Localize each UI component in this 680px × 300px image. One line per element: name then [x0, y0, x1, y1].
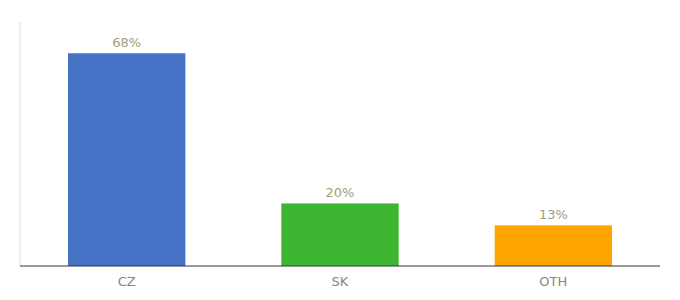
data-label: 20%	[326, 185, 355, 200]
bar	[495, 225, 612, 266]
page: {"chart_data": {"type": "bar", "categori…	[0, 0, 680, 300]
chart-container: 68% 20% 13% CZ SK OTH	[0, 0, 680, 300]
bars	[68, 53, 612, 266]
x-axis-line	[20, 266, 660, 267]
data-labels: 68% 20% 13%	[112, 35, 568, 222]
data-label: 68%	[112, 35, 141, 50]
y-axis-line	[20, 22, 21, 266]
bar	[281, 203, 398, 266]
x-tick-label: CZ	[118, 274, 136, 289]
bar	[68, 53, 185, 266]
chart-svg: 68% 20% 13% CZ SK OTH	[0, 0, 680, 300]
x-tick-label: OTH	[539, 274, 567, 289]
data-label: 13%	[539, 207, 568, 222]
x-tick-label: SK	[332, 274, 349, 289]
x-ticks: CZ SK OTH	[118, 274, 568, 289]
